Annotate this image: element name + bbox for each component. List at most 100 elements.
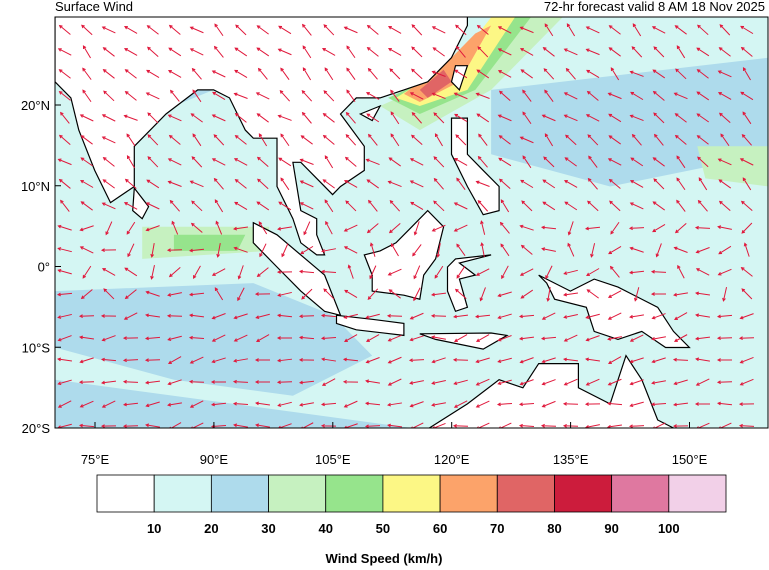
wind-arrow	[629, 246, 644, 253]
wind-arrow	[122, 424, 139, 428]
wind-arrow	[498, 178, 511, 190]
map-area	[55, 17, 768, 428]
wind-arrow	[544, 133, 554, 147]
wind-arrow	[343, 26, 358, 34]
wind-arrow	[258, 133, 268, 147]
wind-arrow	[607, 312, 622, 320]
wind-arrow	[695, 268, 710, 276]
wind-arrow	[259, 243, 267, 258]
wind-arrow	[413, 221, 420, 236]
wind-arrow	[628, 226, 645, 231]
wind-arrow	[541, 400, 556, 408]
wind-arrow	[277, 291, 292, 297]
wind-arrow	[518, 402, 535, 407]
wind-arrow	[213, 45, 224, 58]
wind-arrow	[234, 201, 248, 211]
wind-arrow	[80, 157, 94, 167]
wind-arrow	[544, 89, 554, 102]
wind-arrow	[256, 267, 269, 278]
wind-arrow	[387, 378, 402, 386]
lon-label: 150°E	[672, 452, 708, 467]
wind-arrow	[740, 267, 753, 277]
wind-arrow	[101, 335, 116, 342]
wind-arrow	[190, 422, 204, 428]
wind-arrow	[563, 334, 578, 342]
wind-arrow	[717, 92, 732, 100]
wind-arrow	[390, 111, 400, 125]
wind-arrow	[497, 357, 512, 363]
wind-arrow	[277, 48, 292, 56]
wind-arrow	[101, 136, 116, 144]
wind-arrow	[127, 243, 135, 258]
wind-arrow	[126, 133, 136, 147]
wind-arrow	[256, 25, 269, 35]
wind-arrow	[739, 356, 754, 364]
wind-arrow	[543, 68, 555, 80]
wind-arrow	[740, 46, 753, 57]
wind-arrow	[299, 202, 314, 210]
wind-arrow	[278, 25, 292, 35]
lat-label: 10°S	[22, 340, 51, 355]
wind-arrow	[343, 224, 358, 232]
wind-arrow	[413, 265, 421, 280]
wind-arrow	[366, 223, 379, 234]
wind-arrow	[520, 289, 534, 299]
wind-arrow	[497, 379, 512, 386]
wind-arrow	[123, 202, 138, 210]
wind-arrow	[191, 200, 203, 212]
wind-arrow	[673, 379, 688, 386]
wind-arrow	[519, 136, 534, 144]
wind-arrow	[147, 112, 159, 124]
wind-speed-area	[697, 146, 768, 187]
wind-arrow	[343, 180, 358, 188]
wind-arrow	[387, 268, 402, 276]
wind-arrow	[498, 135, 511, 145]
wind-arrow	[387, 402, 402, 407]
wind-arrow	[411, 68, 423, 80]
wind-arrow	[322, 179, 335, 189]
wind-arrow	[716, 314, 733, 319]
wind-arrow	[320, 336, 337, 341]
wind-arrow	[742, 111, 752, 125]
wind-arrow	[521, 200, 533, 212]
wind-arrow	[717, 70, 732, 78]
wind-arrow	[323, 288, 335, 300]
lon-label: 75°E	[81, 452, 110, 467]
wind-arrow	[740, 91, 754, 101]
colorbar-box	[611, 474, 670, 513]
wind-arrow	[146, 69, 160, 78]
wind-arrow	[105, 221, 113, 236]
wind-arrow	[563, 292, 579, 297]
wind-arrow	[232, 401, 249, 406]
colorbar-label: 60	[433, 521, 447, 536]
wind-arrow	[101, 268, 116, 276]
wind-arrow	[672, 424, 689, 428]
wind-arrow	[147, 46, 159, 58]
wind-arrow	[369, 265, 377, 280]
wind-arrow	[278, 157, 292, 167]
wind-arrow	[411, 46, 423, 58]
wind-arrow	[452, 357, 469, 362]
wind-arrow	[147, 134, 159, 146]
wind-arrow	[741, 288, 753, 300]
wind-arrow	[256, 201, 270, 211]
wind-arrow	[189, 248, 205, 253]
wind-arrow	[629, 180, 644, 188]
wind-arrow	[541, 225, 557, 230]
wind-arrow	[145, 313, 160, 318]
colorbar-box	[153, 474, 212, 513]
wind-arrow	[543, 156, 555, 168]
wind-arrow	[497, 313, 512, 320]
wind-arrow	[189, 356, 204, 364]
wind-arrow	[346, 67, 356, 80]
wind-arrow	[651, 336, 666, 341]
wind-arrow	[413, 287, 421, 302]
wind-arrow	[497, 48, 512, 56]
wind-arrow	[431, 380, 446, 385]
wind-arrow	[720, 133, 730, 147]
wind-arrow	[677, 264, 685, 279]
wind-arrow	[651, 313, 666, 320]
wind-arrow	[57, 48, 72, 56]
wind-arrow	[629, 379, 644, 386]
